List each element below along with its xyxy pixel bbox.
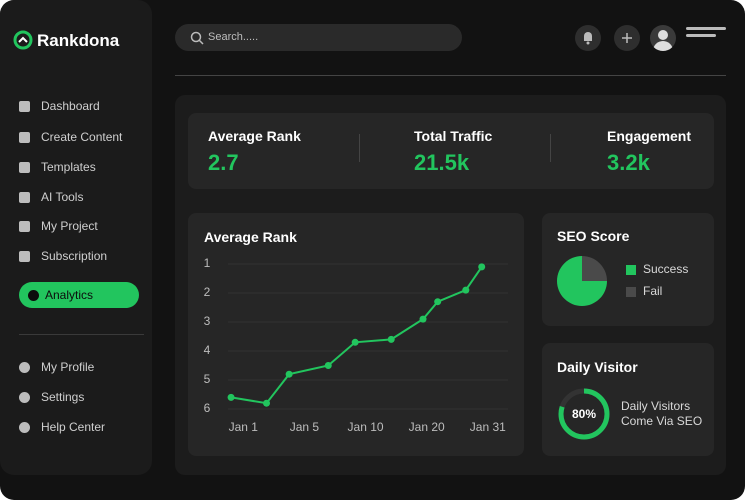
gauge-value: 80%: [572, 407, 596, 421]
brand: Rankdona: [37, 31, 120, 50]
y-tick-label: 3: [204, 314, 211, 328]
stat-label: Total Traffic: [414, 128, 493, 144]
nav-label: My Project: [41, 219, 98, 233]
point: [387, 335, 395, 343]
nav-item[interactable]: AI Tools: [19, 184, 139, 210]
logo-icon: [13, 30, 33, 50]
x-tick-label: Jan 20: [409, 420, 445, 434]
nav-label: Create Content: [41, 130, 123, 144]
stat-value: 3.2k: [607, 150, 650, 175]
nav-item[interactable]: Dashboard: [19, 93, 139, 119]
nav-icon: [19, 250, 30, 262]
nav-label: Subscription: [41, 249, 108, 263]
search-icon: [190, 31, 204, 45]
x-tick-label: Jan 5: [290, 420, 320, 434]
nav-icon: [19, 220, 30, 232]
stat-value: 2.7: [208, 150, 239, 175]
nav-label: My Profile: [41, 360, 95, 374]
visitor-card: [542, 343, 714, 456]
stat-label: Engagement: [607, 128, 692, 144]
stat-divider: [359, 134, 360, 162]
sidebar: Rankdona Dashboard Create Content Template…: [0, 0, 152, 475]
nav-label: Help Center: [41, 420, 106, 434]
stat-label: Average Rank: [208, 128, 301, 144]
point: [227, 393, 235, 401]
nav-item[interactable]: Analytics: [19, 282, 139, 308]
nav-icon: [19, 161, 30, 173]
nav-icon: [19, 131, 30, 143]
stats-card: [188, 113, 714, 189]
nav-label: Analytics: [45, 288, 94, 302]
nav-label: AI Tools: [41, 190, 84, 204]
nav-icon: [19, 361, 30, 373]
y-tick-label: 6: [204, 401, 211, 415]
x-tick-label: Jan 1: [229, 420, 259, 434]
chart-title: SEO Score: [557, 228, 630, 244]
header-divider: [175, 75, 726, 76]
legend-label: Success: [643, 262, 688, 276]
point: [324, 362, 332, 369]
nav-item[interactable]: Settings: [19, 384, 139, 410]
nav-item[interactable]: My Profile: [19, 354, 139, 380]
nav-label: Dashboard: [41, 99, 100, 113]
point: [263, 399, 271, 407]
gauge-arc: [558, 388, 610, 440]
y-tick-label: 2: [204, 285, 211, 299]
nav-icon: [19, 100, 30, 112]
y-tick-label: 4: [204, 343, 211, 357]
point: [478, 263, 486, 271]
nav-icon: [28, 289, 39, 301]
legend-swatch: [626, 265, 636, 275]
nav-label: Settings: [41, 390, 85, 404]
legend-label: Fail: [643, 284, 662, 298]
x-tick-label: Jan 10: [348, 420, 384, 434]
point: [285, 370, 293, 378]
chart-title: Average Rank: [204, 229, 297, 245]
gauge-label: Daily Visitors Come Via SEO: [621, 399, 703, 428]
point: [351, 338, 359, 346]
nav-item[interactable]: Help Center: [19, 414, 139, 440]
stat-divider: [550, 134, 551, 162]
divider: [19, 334, 144, 335]
nav-item[interactable]: Subscription: [19, 243, 139, 269]
nav-item[interactable]: Templates: [19, 154, 139, 180]
avatar[interactable]: [650, 25, 676, 51]
nav-icon: [19, 391, 30, 403]
stat-value: 21.5k: [414, 150, 470, 175]
add-button[interactable]: [614, 25, 640, 51]
search-placeholder: Search.....: [208, 31, 259, 43]
chart-title: Daily Visitor: [557, 359, 638, 375]
point: [434, 298, 442, 306]
notification-button[interactable]: [575, 25, 601, 51]
legend-swatch: [626, 287, 636, 297]
search-bar[interactable]: Search.....: [175, 24, 462, 51]
x-tick-label: Jan 31: [470, 420, 506, 434]
point: [462, 286, 470, 294]
pie-slice: [582, 256, 607, 281]
menu-line[interactable]: [686, 27, 726, 30]
nav-icon: [19, 421, 30, 433]
line-series: [230, 266, 483, 405]
y-tick-label: 1: [204, 256, 211, 270]
nav-label: Templates: [41, 160, 96, 174]
menu-line[interactable]: [686, 34, 716, 37]
rank-chart-card: [188, 213, 524, 456]
nav-item[interactable]: My Project: [19, 213, 139, 239]
nav-item[interactable]: Create Content: [19, 124, 139, 150]
point: [419, 315, 427, 323]
nav-icon: [19, 191, 30, 203]
y-tick-label: 5: [204, 372, 211, 386]
